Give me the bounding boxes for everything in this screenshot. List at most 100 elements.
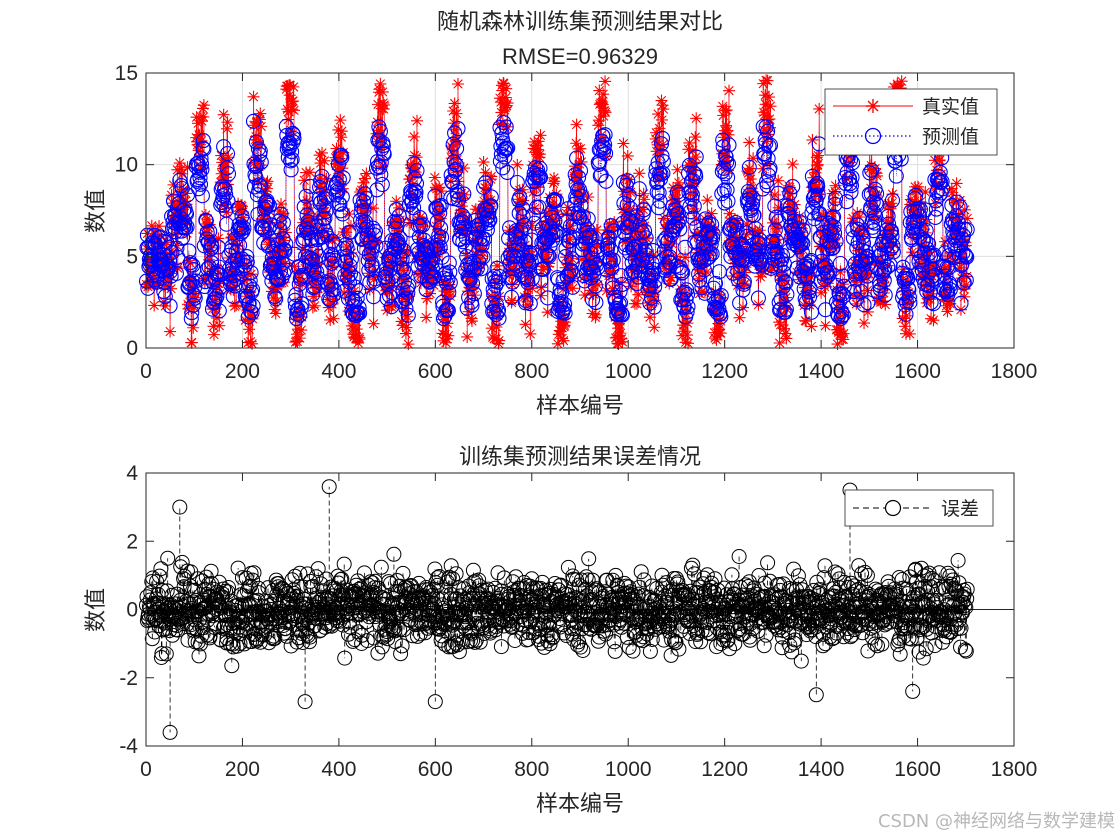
point-actual — [328, 293, 341, 306]
point-actual — [903, 295, 916, 308]
point-predicted — [432, 205, 448, 221]
point-predicted — [634, 224, 650, 240]
point-predicted — [551, 287, 567, 303]
point-actual — [736, 254, 749, 267]
point-actual — [207, 320, 220, 333]
point-predicted — [552, 281, 568, 298]
point-actual — [540, 248, 553, 261]
point-actual — [736, 301, 749, 314]
point-actual — [468, 289, 481, 302]
point-actual — [771, 233, 784, 246]
x-tick-label: 600 — [418, 360, 453, 383]
point-actual — [477, 156, 490, 169]
point-actual — [548, 175, 561, 188]
point-actual — [556, 332, 569, 345]
point-predicted — [544, 232, 561, 248]
point-predicted — [251, 177, 267, 193]
point-actual — [511, 158, 524, 171]
point-actual — [497, 77, 510, 90]
point-actual — [263, 266, 276, 279]
point-actual — [831, 338, 844, 351]
point-predicted — [415, 217, 431, 233]
point-actual — [705, 207, 718, 220]
point-actual — [803, 291, 816, 304]
point-predicted — [313, 173, 329, 190]
point-predicted — [588, 294, 604, 311]
point-actual — [375, 102, 388, 115]
point-predicted — [275, 215, 291, 231]
point-actual — [860, 271, 873, 284]
point-actual — [398, 305, 411, 318]
point-actual — [927, 258, 940, 271]
point-actual — [374, 77, 387, 90]
point-actual — [622, 218, 635, 231]
point-actual — [800, 315, 813, 328]
point-actual — [282, 105, 295, 118]
point-actual — [646, 279, 659, 292]
y-tick-label: 10 — [115, 154, 138, 177]
x-tick-label: 1200 — [701, 360, 748, 383]
point-actual — [571, 166, 584, 179]
point-actual — [834, 265, 847, 278]
point-predicted — [435, 310, 452, 327]
point-predicted — [670, 205, 686, 221]
x-tick-label: 1800 — [991, 360, 1038, 383]
point-actual — [687, 202, 700, 215]
point-predicted — [198, 213, 214, 229]
point-predicted — [713, 288, 729, 304]
point-predicted — [178, 206, 195, 222]
point-actual — [885, 248, 898, 261]
point-actual — [170, 239, 183, 252]
point-predicted — [318, 189, 334, 205]
point-actual — [585, 270, 598, 283]
point-actual — [616, 335, 629, 348]
point-predicted — [531, 199, 547, 215]
point-predicted — [445, 136, 461, 152]
point-predicted — [170, 249, 186, 265]
point-actual — [439, 336, 452, 349]
point-actual — [435, 226, 448, 239]
point-actual — [721, 154, 734, 167]
point-actual — [625, 214, 638, 227]
point-actual — [613, 329, 626, 342]
point-actual — [866, 199, 879, 212]
point-predicted — [527, 215, 543, 231]
point-actual — [494, 96, 507, 109]
point-actual — [457, 162, 470, 175]
point-predicted — [735, 282, 751, 298]
point-predicted — [248, 134, 264, 150]
point-actual — [570, 137, 583, 150]
point-actual — [393, 201, 406, 214]
point-predicted — [365, 239, 381, 255]
point-actual — [182, 254, 195, 267]
point-actual — [313, 173, 326, 186]
point-predicted — [418, 282, 434, 298]
point-actual — [682, 143, 695, 156]
point-actual — [750, 245, 763, 258]
point-predicted — [713, 309, 729, 325]
point-actual — [742, 166, 755, 179]
point-actual — [720, 104, 733, 117]
point-actual — [434, 231, 447, 244]
point-actual — [557, 334, 570, 347]
chart-title: 随机森林训练集预测结果对比 — [437, 10, 723, 35]
point-actual — [333, 152, 346, 165]
point-actual — [278, 234, 291, 247]
point-actual — [624, 186, 637, 199]
point-actual — [925, 287, 938, 300]
point-predicted — [241, 295, 257, 312]
point-actual — [283, 89, 296, 102]
point-actual — [671, 163, 684, 176]
point-predicted — [715, 139, 731, 155]
point-actual — [941, 305, 954, 318]
point-predicted — [162, 253, 178, 269]
point-actual — [391, 212, 404, 225]
point-predicted — [330, 184, 346, 200]
point-predicted — [466, 286, 482, 302]
point-actual — [780, 332, 793, 345]
point-predicted — [235, 213, 251, 229]
point-predicted — [670, 215, 686, 231]
point-actual — [208, 295, 221, 308]
point-actual — [851, 207, 864, 220]
